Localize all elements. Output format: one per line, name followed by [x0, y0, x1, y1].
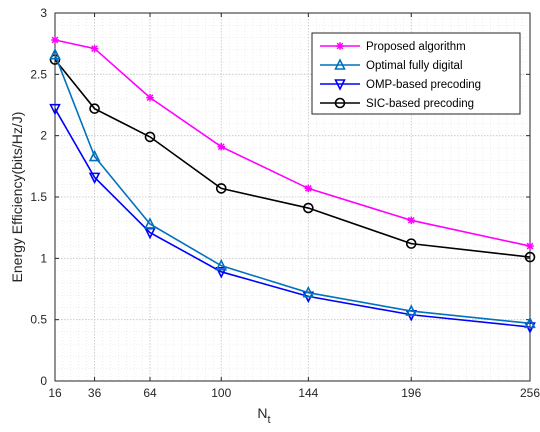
legend-item-proposed-algorithm: Proposed algorithm [320, 41, 466, 53]
x-axis-title: Nt [257, 405, 270, 426]
y-tick-label: 1 [40, 251, 47, 265]
legend-label: Proposed algorithm [366, 41, 466, 53]
marker-asterisk [217, 142, 226, 151]
marker-asterisk [336, 42, 344, 50]
y-tick-label: 0.5 [30, 313, 47, 327]
marker-circle [524, 251, 536, 263]
marker-circle [215, 183, 227, 194]
y-tick-label: 3 [40, 6, 47, 20]
marker-asterisk [304, 184, 313, 193]
y-tick-label: 1.5 [30, 190, 47, 204]
x-axis-title-subscript: t [268, 414, 271, 426]
marker-triangle-down [215, 267, 228, 279]
series-proposed-algorithm [51, 36, 534, 250]
marker-triangle-up [302, 285, 315, 298]
marker-asterisk [146, 93, 154, 102]
marker-triangle-up [144, 217, 156, 229]
legend-label: OMP-based precoding [366, 79, 481, 91]
marker-triangle-up [49, 47, 61, 60]
marker-circle [144, 131, 156, 143]
x-axis-title-main: N [257, 405, 267, 421]
marker-circle [303, 202, 314, 214]
x-tick-label: 100 [211, 386, 231, 400]
marker-triangle-down [88, 172, 101, 185]
y-tick-label: 2 [40, 129, 47, 143]
x-tick-label: 256 [520, 386, 540, 400]
x-tick-label: 36 [88, 386, 102, 400]
marker-triangle-up [88, 149, 101, 162]
marker-circle [405, 238, 417, 249]
marker-triangle-up [215, 258, 228, 271]
marker-triangle-down [49, 103, 61, 116]
legend-label: SIC-based precoding [366, 98, 474, 110]
x-tick-label: 16 [48, 386, 62, 400]
ticks: 16 36 64 100 144 196 256 0 0.5 1 1.5 2 2.5 3 [30, 6, 540, 400]
y-tick-label: 2.5 [30, 67, 47, 81]
marker-asterisk [51, 36, 59, 44]
x-tick-label: 144 [298, 386, 318, 400]
legend-item-sic-based-precoding: SIC-based precoding [320, 97, 474, 110]
marker-asterisk [526, 242, 534, 250]
series-optimal-fully-digital [49, 47, 536, 329]
legend-item-optimal-fully-digital: Optimal fully digital [320, 58, 463, 72]
series-line [54, 54, 531, 325]
marker-circle [334, 97, 346, 109]
marker-triangle-up [405, 304, 418, 316]
y-axis-title: Energy Efficiency(bits/Hz/J) [9, 112, 25, 283]
x-tick-label: 196 [401, 386, 421, 400]
series-sic-based-precoding [49, 54, 536, 263]
legend-label: Optimal fully digital [366, 60, 463, 72]
marker-circle [89, 103, 100, 114]
grid [54, 12, 531, 382]
marker-triangle-up [524, 316, 536, 329]
x-tick-label: 64 [143, 386, 157, 400]
marker-asterisk [407, 216, 416, 225]
y-tick-label: 0 [40, 374, 47, 388]
marker-triangle-up [334, 58, 346, 70]
legend: Proposed algorithm Optimal fully digital O… [311, 32, 521, 115]
marker-triangle-down [334, 79, 346, 91]
series [49, 36, 536, 334]
series-line [54, 59, 531, 258]
marker-asterisk [90, 44, 99, 53]
legend-item-omp-based-precoding: OMP-based precoding [320, 79, 481, 91]
